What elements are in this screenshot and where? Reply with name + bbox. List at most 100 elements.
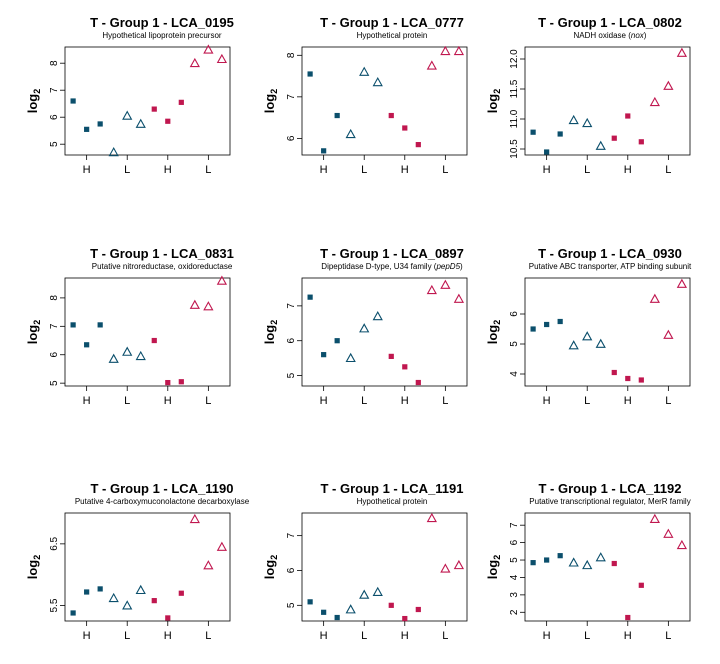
- y-label-base: log: [25, 560, 40, 580]
- y-tick-label: 8: [49, 60, 60, 66]
- y-label-base: log: [485, 560, 500, 580]
- x-tick-label: L: [442, 395, 448, 407]
- x-tick-label: H: [164, 164, 172, 176]
- data-point-square: [638, 582, 644, 588]
- y-tick-label: 5: [509, 341, 520, 347]
- x-tick-label: H: [83, 630, 91, 642]
- data-point-square: [165, 615, 171, 621]
- y-tick-label: 5: [49, 380, 60, 386]
- data-point-triangle: [595, 552, 606, 562]
- data-point-square: [151, 598, 157, 604]
- y-tick-label: 7: [286, 532, 297, 538]
- data-point-triangle: [203, 301, 214, 311]
- subtitle-italic: pepD5: [435, 262, 460, 271]
- x-tick-label: H: [401, 630, 409, 642]
- data-point-triangle: [359, 589, 370, 599]
- data-point-triangle: [345, 128, 356, 139]
- data-point-triangle: [453, 45, 465, 56]
- data-point-square: [307, 71, 313, 77]
- data-point-square: [388, 112, 394, 119]
- plot-frame: [524, 512, 691, 622]
- data-point-square: [402, 615, 408, 622]
- x-tick-label: H: [320, 164, 328, 176]
- data-point-square: [388, 353, 394, 359]
- data-point-square: [151, 337, 157, 344]
- data-point-square: [165, 118, 171, 124]
- data-point-triangle: [189, 513, 200, 524]
- subtitle-text: Putative ABC transporter, ATP binding su…: [529, 262, 692, 271]
- data-point-square: [638, 139, 644, 145]
- x-tick-label: H: [83, 164, 91, 176]
- plot-frame: [301, 46, 468, 156]
- y-tick-label: 6.5: [49, 536, 60, 550]
- y-tick-label: 3: [509, 592, 520, 598]
- x-tick-label: L: [361, 164, 367, 176]
- data-point-square: [625, 113, 631, 119]
- y-label-subscript: 2: [32, 555, 42, 560]
- data-point-square: [415, 142, 421, 148]
- y-axis-label: log2: [25, 89, 42, 114]
- x-tick-label: L: [442, 630, 448, 642]
- data-point-square: [611, 135, 617, 141]
- data-point-triangle: [649, 96, 660, 107]
- data-point-square: [70, 610, 76, 616]
- subtitle-text: Putative nitroreductase, oxidoreductase: [92, 262, 233, 271]
- data-point-triangle: [372, 310, 383, 321]
- data-point-square: [307, 599, 313, 605]
- x-tick-label: L: [361, 630, 367, 642]
- subtitle-end: ): [460, 262, 463, 271]
- data-point-triangle: [663, 329, 674, 339]
- data-point-triangle: [595, 140, 606, 150]
- subtitle-text: Putative transcriptional regulator, MerR…: [529, 497, 690, 506]
- data-point-triangle: [663, 80, 674, 90]
- x-tick-label: L: [584, 164, 590, 176]
- x-tick-label: L: [665, 630, 671, 642]
- data-point-square: [97, 586, 103, 592]
- data-point-triangle: [122, 110, 133, 120]
- x-tick-label: H: [320, 630, 328, 642]
- y-tick-label: 7: [509, 522, 520, 528]
- y-label-base: log: [25, 325, 40, 345]
- data-point-triangle: [108, 592, 119, 603]
- x-tick-label: H: [543, 630, 551, 642]
- subtitle-text: Hypothetical lipoprotein precursor: [102, 31, 222, 40]
- data-point-square: [84, 126, 90, 132]
- data-point-square: [544, 557, 550, 563]
- data-point-square: [334, 338, 340, 344]
- y-label-subscript: 2: [269, 89, 279, 94]
- data-point-triangle: [649, 293, 660, 303]
- x-tick-label: L: [665, 395, 671, 407]
- y-tick-label: 11.5: [509, 79, 520, 98]
- data-point-square: [625, 375, 631, 382]
- subtitle-text: Putative 4-carboxymuconolactone decarbox…: [75, 497, 250, 506]
- x-tick-label: L: [665, 164, 671, 176]
- data-point-square: [84, 342, 90, 348]
- x-tick-label: L: [205, 164, 211, 176]
- chart-title: T - Group 1 - LCA_0195: [90, 15, 234, 30]
- data-point-triangle: [582, 331, 593, 341]
- y-tick-label: 12.0: [509, 49, 520, 69]
- y-label-subscript: 2: [492, 89, 502, 94]
- data-point-square: [151, 106, 157, 112]
- data-point-square: [544, 321, 550, 328]
- chart-subtitle: Putative nitroreductase, oxidoreductase: [92, 262, 233, 271]
- data-point-triangle: [108, 353, 119, 363]
- y-tick-label: 11.0: [509, 109, 520, 128]
- x-tick-label: L: [361, 395, 367, 407]
- chart-title: T - Group 1 - LCA_0930: [538, 246, 682, 261]
- data-point-triangle: [203, 560, 214, 570]
- x-tick-label: H: [624, 630, 632, 642]
- y-label-subscript: 2: [32, 320, 42, 325]
- x-tick-label: H: [624, 164, 632, 176]
- data-point-triangle: [453, 293, 465, 303]
- data-point-square: [321, 352, 327, 358]
- data-point-triangle: [595, 338, 606, 348]
- data-point-triangle: [359, 323, 370, 333]
- y-label-base: log: [262, 94, 277, 114]
- y-axis-label: log2: [485, 555, 502, 580]
- y-label-subscript: 2: [492, 320, 502, 325]
- data-point-triangle: [676, 47, 688, 57]
